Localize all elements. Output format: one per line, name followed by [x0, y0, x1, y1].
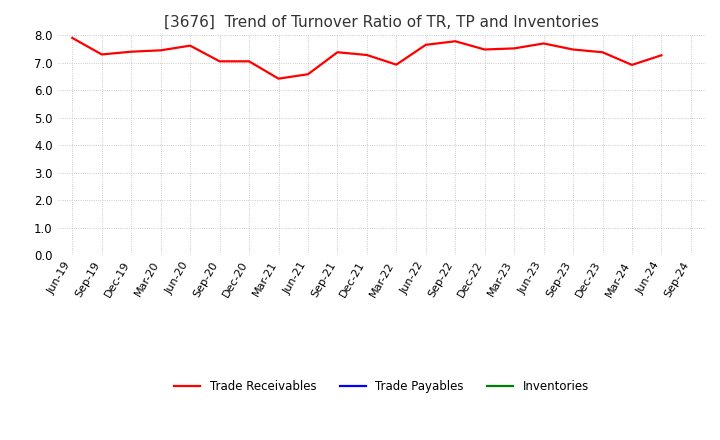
Trade Receivables [569, 47, 577, 52]
Trade Receivables [628, 62, 636, 67]
Trade Receivables [657, 53, 666, 58]
Trade Receivables [186, 43, 194, 48]
Trade Receivables [245, 59, 253, 64]
Trade Receivables [451, 39, 459, 44]
Trade Receivables [510, 46, 518, 51]
Trade Receivables [539, 41, 548, 46]
Line: Trade Receivables: Trade Receivables [72, 38, 662, 79]
Trade Receivables [421, 42, 430, 48]
Trade Receivables [304, 72, 312, 77]
Title: [3676]  Trend of Turnover Ratio of TR, TP and Inventories: [3676] Trend of Turnover Ratio of TR, TP… [164, 15, 599, 30]
Trade Receivables [215, 59, 224, 64]
Trade Receivables [480, 47, 489, 52]
Trade Receivables [97, 52, 106, 57]
Trade Receivables [392, 62, 400, 67]
Trade Receivables [274, 76, 283, 81]
Trade Receivables [333, 50, 342, 55]
Trade Receivables [127, 49, 135, 54]
Trade Receivables [598, 50, 607, 55]
Trade Receivables [68, 35, 76, 40]
Trade Receivables [363, 52, 372, 58]
Trade Receivables [156, 48, 165, 53]
Legend: Trade Receivables, Trade Payables, Inventories: Trade Receivables, Trade Payables, Inven… [169, 375, 594, 398]
